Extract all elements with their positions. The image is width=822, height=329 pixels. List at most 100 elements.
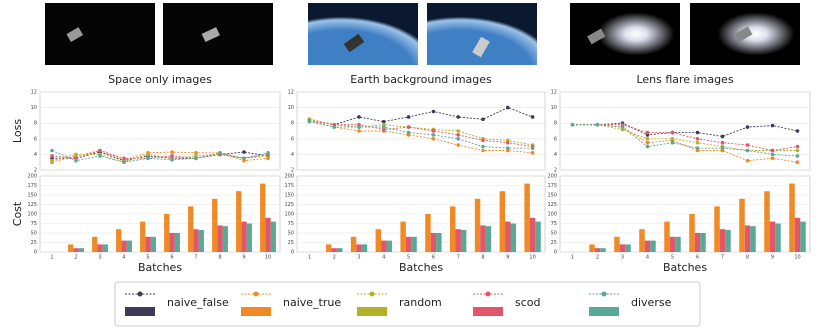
- marker: [645, 137, 650, 141]
- bar: [510, 223, 516, 252]
- plot-area: [559, 91, 811, 171]
- x-tick-label: 4: [122, 255, 125, 261]
- images: [45, 3, 800, 65]
- marker: [170, 150, 174, 154]
- x-tick-label: 2: [74, 255, 77, 261]
- x-tick-label: 4: [382, 255, 385, 261]
- bar: [73, 248, 79, 252]
- x-axis-label: Batches: [399, 261, 443, 274]
- y-tick-label: 0: [554, 250, 557, 256]
- marker: [406, 115, 411, 119]
- marker: [695, 130, 700, 135]
- x-tick-label: 2: [596, 255, 599, 261]
- bar: [361, 244, 368, 252]
- series-line: [309, 120, 533, 154]
- marker: [745, 158, 750, 163]
- marker: [530, 115, 535, 119]
- marker: [481, 138, 485, 143]
- bar: [331, 248, 337, 252]
- x-axis-label: Batches: [138, 261, 182, 274]
- bar: [524, 183, 530, 252]
- legend-marker: [485, 291, 491, 297]
- marker: [745, 148, 750, 153]
- series-line: [309, 118, 533, 146]
- bar: [535, 221, 541, 252]
- series-line: [309, 120, 533, 148]
- bar: [744, 225, 751, 252]
- marker: [620, 125, 625, 129]
- bar: [150, 236, 156, 252]
- marker: [50, 154, 54, 158]
- marker: [146, 156, 150, 161]
- x-tick-label: 8: [218, 255, 221, 261]
- chart-title: Space only images: [108, 73, 212, 86]
- marker: [795, 129, 800, 133]
- bar: [430, 233, 437, 252]
- marker: [122, 160, 126, 164]
- y-tick-label: 10: [551, 105, 557, 111]
- image: [45, 3, 155, 65]
- image: [570, 3, 680, 65]
- marker: [456, 133, 461, 137]
- legend-marker: [253, 291, 259, 297]
- series-line: [309, 121, 533, 149]
- marker: [481, 117, 485, 122]
- satellite: [587, 28, 606, 45]
- marker: [595, 122, 600, 127]
- bar: [265, 217, 271, 252]
- bar: [174, 233, 180, 252]
- bar: [260, 183, 266, 252]
- marker: [74, 152, 78, 157]
- series-line: [51, 150, 269, 163]
- marker: [456, 129, 461, 133]
- bar: [169, 233, 175, 252]
- bar: [739, 198, 745, 252]
- bar: [750, 226, 756, 252]
- marker: [456, 143, 461, 147]
- x-tick-label: 7: [194, 255, 197, 261]
- y-tick-label: 175: [27, 183, 37, 189]
- marker: [770, 152, 775, 157]
- bar: [102, 244, 108, 252]
- bar: [126, 240, 132, 252]
- marker: [795, 160, 800, 164]
- legend-marker: [369, 291, 375, 297]
- marker: [431, 137, 436, 141]
- marker: [266, 151, 270, 155]
- x-tick-label: 6: [432, 255, 435, 261]
- legend-patch: [357, 307, 387, 316]
- bar: [794, 217, 801, 252]
- marker: [695, 140, 700, 145]
- bar: [619, 244, 626, 252]
- marker: [645, 144, 650, 149]
- marker: [242, 150, 246, 154]
- y-tick-label: 4: [291, 152, 294, 158]
- bar: [694, 233, 701, 252]
- bar: [236, 191, 242, 252]
- y-tick-label: 8: [554, 121, 557, 127]
- satellite: [472, 36, 490, 58]
- x-tick-label: 2: [333, 255, 336, 261]
- y-tick-label: 10: [31, 105, 37, 111]
- marker: [122, 156, 126, 161]
- x-tick-label: 4: [646, 255, 649, 261]
- bar: [689, 214, 695, 252]
- bar: [336, 248, 343, 252]
- bar: [675, 236, 681, 252]
- bar: [400, 221, 406, 252]
- y-tick-label: 100: [547, 212, 557, 218]
- y-tick-label: 200: [547, 174, 557, 180]
- y-tick-label: 50: [551, 231, 557, 237]
- bar: [198, 229, 204, 252]
- marker: [194, 151, 198, 155]
- x-tick-label: 1: [50, 255, 53, 261]
- y-tick-label: 25: [551, 240, 557, 246]
- marker: [645, 130, 650, 135]
- x-tick-label: 5: [407, 255, 410, 261]
- marker: [242, 156, 246, 161]
- y-tick-label: 8: [34, 121, 37, 127]
- x-tick-label: 10: [794, 255, 800, 261]
- x-tick-label: 8: [746, 255, 749, 261]
- bar: [425, 214, 431, 252]
